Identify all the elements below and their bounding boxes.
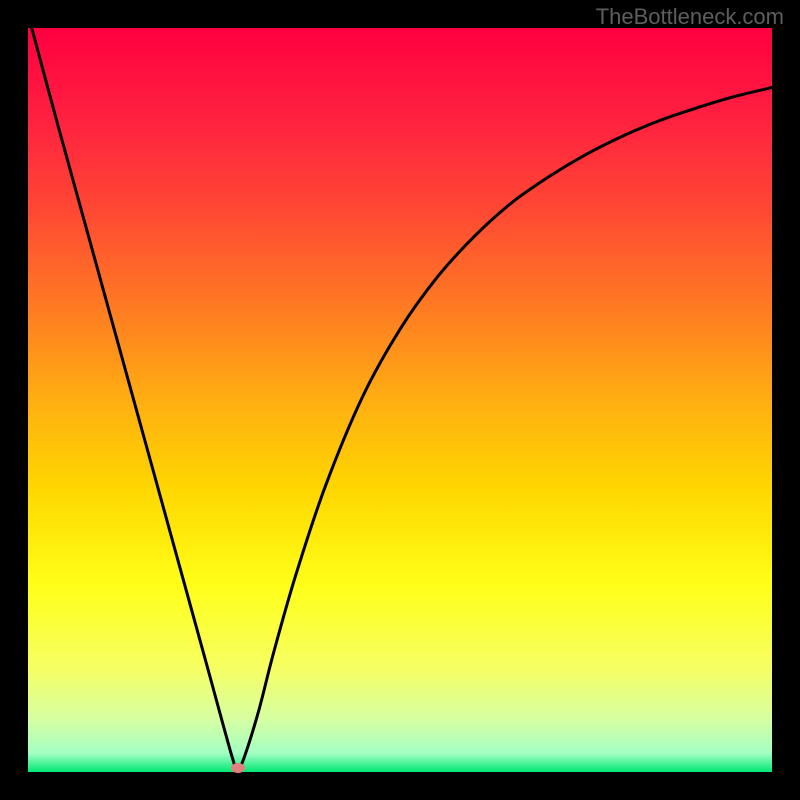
chart-stage: TheBottleneck.com xyxy=(0,0,800,800)
plot-area xyxy=(28,28,772,772)
optimum-marker xyxy=(231,763,245,773)
bottleneck-curve xyxy=(28,28,772,772)
watermark-text: TheBottleneck.com xyxy=(596,4,784,30)
curve-path xyxy=(32,28,772,770)
